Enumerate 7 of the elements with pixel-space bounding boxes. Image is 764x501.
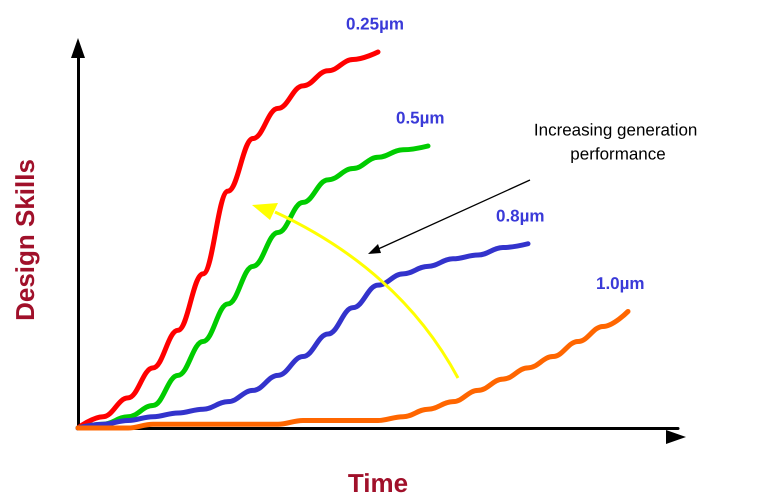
x-axis-title: Time	[348, 468, 408, 498]
annotation: Increasing generation performance	[534, 120, 702, 164]
series-label: 0.25µm	[346, 14, 404, 34]
series-label: 0.5µm	[396, 108, 445, 128]
series-label: 0.8µm	[496, 206, 545, 226]
series-label: 1.0µm	[596, 274, 645, 293]
y-axis-title: Design Skills	[10, 159, 40, 321]
